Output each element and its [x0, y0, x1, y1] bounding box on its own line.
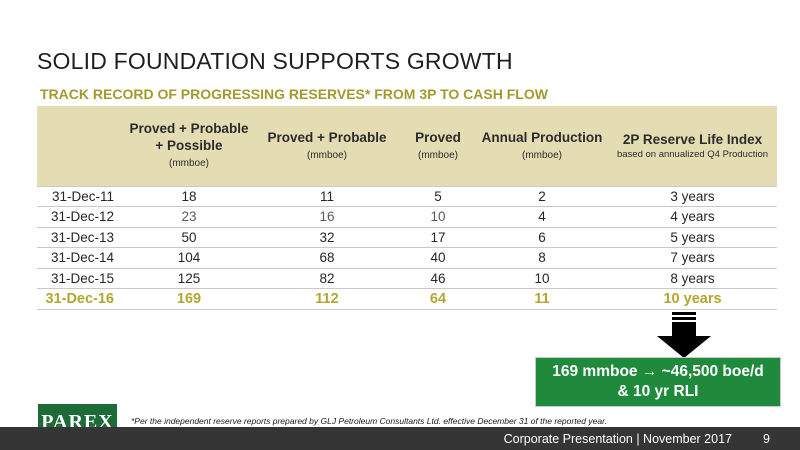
table-row: 31-Dec-15 125 82 46 10 8 years [37, 268, 777, 289]
row-1p: 40 [400, 247, 476, 269]
table-row-highlight: 31-Dec-16 169 112 64 11 10 years [37, 288, 777, 310]
summary-callout: 169 mmboe → ~46,500 boe/d & 10 yr RLI [535, 357, 781, 407]
callout-line-1: 169 mmboe → ~46,500 boe/d [552, 363, 764, 380]
header-date [37, 106, 124, 186]
header-3p-unit: (mmboe) [168, 158, 209, 170]
callout-line-2: & 10 yr RLI [617, 383, 699, 400]
footnote: *Per the independent reserve reports pre… [131, 416, 607, 426]
table-row: 31-Dec-13 50 32 17 6 5 years [37, 227, 777, 248]
footer-bar: Corporate Presentation | November 2017 9 [0, 427, 800, 450]
row-2p: 82 [254, 268, 400, 289]
header-2p-unit: (mmboe) [306, 149, 347, 161]
footer-text: Corporate Presentation | November 2017 [503, 432, 732, 446]
table-row: 31-Dec-14 104 68 40 8 7 years [37, 247, 777, 269]
header-1p-label: Proved [415, 129, 461, 145]
slide-title: SOLID FOUNDATION SUPPORTS GROWTH [37, 48, 513, 74]
header-3p-label: Proved + Probable + Possible [129, 121, 249, 154]
table-row: 31-Dec-12 23 16 10 4 4 years [37, 206, 777, 228]
header-production: Annual Production (mmboe) [476, 106, 608, 186]
header-production-unit: (mmboe) [521, 149, 562, 161]
header-2p: Proved + Probable (mmboe) [254, 106, 400, 186]
header-1p: Proved (mmboe) [400, 106, 476, 186]
row-3p: 125 [124, 268, 254, 289]
row-date: 31-Dec-13 [37, 227, 124, 248]
row-rli: 3 years [608, 185, 777, 207]
row-date: 31-Dec-14 [37, 247, 124, 269]
row-date: 31-Dec-16 [37, 288, 124, 310]
row-2p: 68 [254, 247, 400, 269]
row-production: 11 [476, 288, 608, 310]
row-production: 8 [476, 247, 608, 269]
table-row: 31-Dec-11 18 11 5 2 3 years [37, 185, 777, 207]
row-2p: 32 [254, 227, 400, 248]
row-rli: 10 years [608, 288, 777, 310]
header-production-label: Annual Production [481, 129, 603, 145]
row-1p: 17 [400, 227, 476, 248]
row-production: 10 [476, 268, 608, 289]
row-1p: 46 [400, 268, 476, 289]
header-rli-label: 2P Reserve Life Index [622, 131, 763, 147]
row-3p: 169 [124, 288, 254, 310]
row-2p: 11 [254, 185, 400, 207]
header-3p: Proved + Probable + Possible (mmboe) [124, 106, 254, 186]
row-1p: 5 [400, 185, 476, 207]
table-header-row: Proved + Probable + Possible (mmboe) Pro… [37, 106, 777, 186]
row-production: 6 [476, 227, 608, 248]
row-rli: 5 years [608, 227, 777, 248]
header-2p-label: Proved + Probable [267, 129, 387, 145]
down-arrow-icon [657, 312, 711, 358]
row-1p: 10 [400, 206, 476, 228]
row-date: 31-Dec-15 [37, 268, 124, 289]
row-rli: 4 years [608, 206, 777, 228]
header-rli: 2P Reserve Life Index based on annualize… [608, 106, 777, 186]
row-date: 31-Dec-12 [37, 206, 124, 228]
row-2p: 16 [254, 206, 400, 228]
row-production: 2 [476, 185, 608, 207]
header-rli-unit: based on annualized Q4 Production [616, 148, 769, 160]
row-3p: 50 [124, 227, 254, 248]
page-number: 9 [763, 432, 770, 446]
row-3p: 104 [124, 247, 254, 269]
slide-subtitle: TRACK RECORD OF PROGRESSING RESERVES* FR… [40, 86, 548, 102]
row-2p: 112 [254, 288, 400, 310]
row-rli: 8 years [608, 268, 777, 289]
row-date: 31-Dec-11 [37, 185, 124, 207]
header-1p-unit: (mmboe) [417, 149, 458, 161]
row-rli: 7 years [608, 247, 777, 269]
row-production: 4 [476, 206, 608, 228]
reserves-table: Proved + Probable + Possible (mmboe) Pro… [37, 106, 777, 310]
row-3p: 23 [124, 206, 254, 228]
row-1p: 64 [400, 288, 476, 310]
row-3p: 18 [124, 185, 254, 207]
